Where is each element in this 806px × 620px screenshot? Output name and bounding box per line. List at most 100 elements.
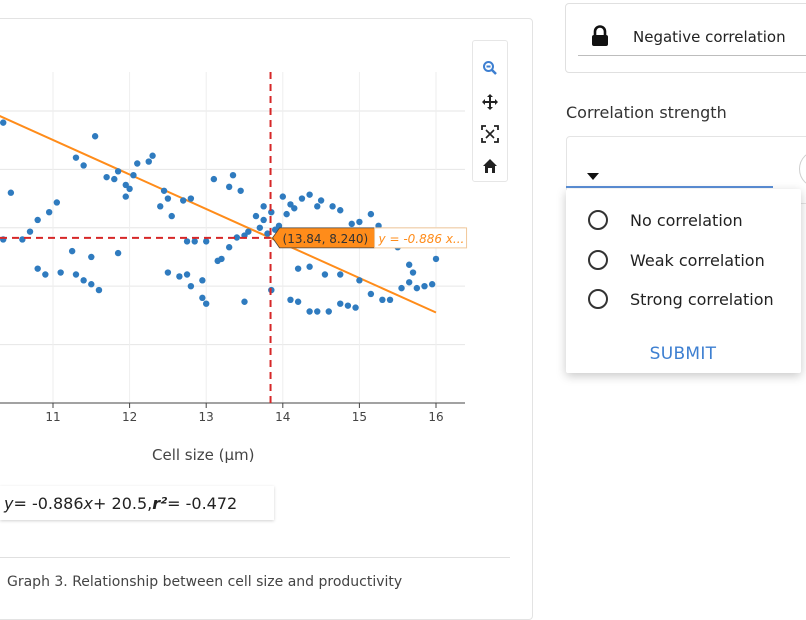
data-point — [291, 205, 298, 212]
equation-intercept: + 20.5, — [93, 493, 153, 513]
caption-divider — [0, 557, 510, 558]
data-point — [183, 238, 191, 245]
autoscale-icon[interactable] — [473, 119, 507, 149]
data-point — [283, 210, 290, 218]
locked-answer-value: Negative correlation — [633, 28, 786, 46]
data-point — [421, 282, 428, 290]
data-point — [260, 203, 267, 210]
data-point — [114, 168, 122, 175]
data-point — [317, 197, 325, 204]
data-point — [130, 171, 137, 179]
data-point — [34, 265, 41, 272]
option-label: No correlation — [630, 210, 743, 230]
x-tick-label: 13 — [199, 410, 214, 424]
data-point — [218, 255, 225, 263]
data-point — [88, 253, 95, 261]
option-label: Strong correlation — [630, 289, 774, 309]
x-tick-label: 16 — [428, 410, 443, 424]
data-point — [95, 286, 103, 294]
data-point — [164, 195, 172, 202]
select-focus-underline — [566, 186, 773, 188]
data-point — [53, 199, 61, 206]
submit-button[interactable]: SUBMIT — [649, 344, 717, 364]
regression-equation: y = -0.886 x + 20.5, r² = -0.472 — [0, 486, 274, 520]
equation-x: x — [83, 493, 94, 513]
data-point — [229, 171, 237, 179]
data-point — [187, 282, 195, 290]
hover-layer: (13.84, 8.240) y = -0.886 x... — [0, 72, 468, 403]
data-point — [405, 279, 413, 286]
option-weak-correlation[interactable]: Weak correlation — [566, 243, 801, 277]
option-strong-correlation[interactable]: Strong correlation — [566, 282, 801, 316]
data-point — [314, 308, 321, 315]
data-point — [164, 269, 172, 276]
x-axis: 11 12 13 14 15 16 — [0, 402, 465, 424]
data-point — [337, 300, 344, 307]
data-point — [68, 247, 76, 255]
home-icon[interactable] — [473, 151, 507, 181]
x-tick-label: 12 — [122, 410, 137, 424]
data-point — [187, 195, 195, 202]
data-point — [88, 281, 95, 288]
data-point — [314, 203, 321, 210]
lock-icon — [590, 25, 610, 51]
strength-dropdown: No correlation Weak correlation Strong c… — [566, 189, 801, 373]
zoom-icon[interactable] — [473, 53, 507, 83]
data-point — [80, 162, 87, 169]
data-point — [225, 183, 233, 191]
data-point — [386, 296, 394, 304]
data-point — [241, 298, 248, 305]
hover-fit-box — [374, 227, 468, 249]
data-point — [356, 277, 363, 284]
data-point — [199, 277, 206, 284]
data-point — [367, 210, 375, 218]
data-point — [103, 173, 110, 181]
data-point — [91, 133, 99, 140]
data-points — [0, 119, 440, 315]
data-point — [428, 281, 436, 288]
graph-caption: Graph 3. Relationship between cell size … — [7, 574, 403, 590]
data-point — [294, 265, 302, 272]
data-point — [409, 269, 417, 276]
strength-label: Correlation strength — [566, 103, 727, 122]
caret-down-icon[interactable] — [587, 166, 599, 185]
option-label: Weak correlation — [630, 250, 765, 270]
data-point — [122, 193, 129, 200]
data-point — [329, 203, 336, 210]
trendline-group — [0, 115, 437, 314]
data-point — [183, 271, 191, 278]
data-point — [279, 193, 286, 200]
data-point — [348, 220, 355, 228]
data-point — [160, 187, 168, 194]
data-point — [405, 261, 413, 268]
data-point — [157, 203, 164, 210]
radio-icon[interactable] — [588, 250, 608, 270]
data-point — [26, 228, 34, 235]
data-point — [413, 284, 421, 292]
data-point — [134, 160, 141, 167]
data-point — [57, 269, 64, 276]
equation-lhs: y — [4, 493, 14, 513]
data-point — [114, 249, 122, 257]
data-point — [126, 185, 133, 193]
option-no-correlation[interactable]: No correlation — [566, 203, 801, 237]
data-point — [252, 212, 260, 220]
x-tick-label: 14 — [275, 410, 290, 424]
data-point — [42, 271, 49, 278]
radio-icon[interactable] — [588, 210, 608, 230]
data-point — [379, 296, 386, 304]
data-point — [256, 224, 264, 231]
data-point — [306, 263, 313, 270]
data-point — [321, 271, 329, 278]
data-point — [149, 152, 156, 159]
radio-icon[interactable] — [588, 289, 608, 309]
scatter-plot[interactable]: 11 12 13 14 15 16 (13.84, 8.240) y = -0.886 x.… — [0, 0, 531, 440]
x-tick-label: 11 — [45, 410, 60, 424]
pan-icon[interactable] — [473, 87, 507, 117]
data-point — [287, 296, 294, 304]
data-point — [72, 154, 80, 161]
data-point — [0, 119, 7, 126]
data-point — [237, 187, 244, 194]
data-point — [145, 158, 152, 165]
data-point — [325, 308, 332, 315]
